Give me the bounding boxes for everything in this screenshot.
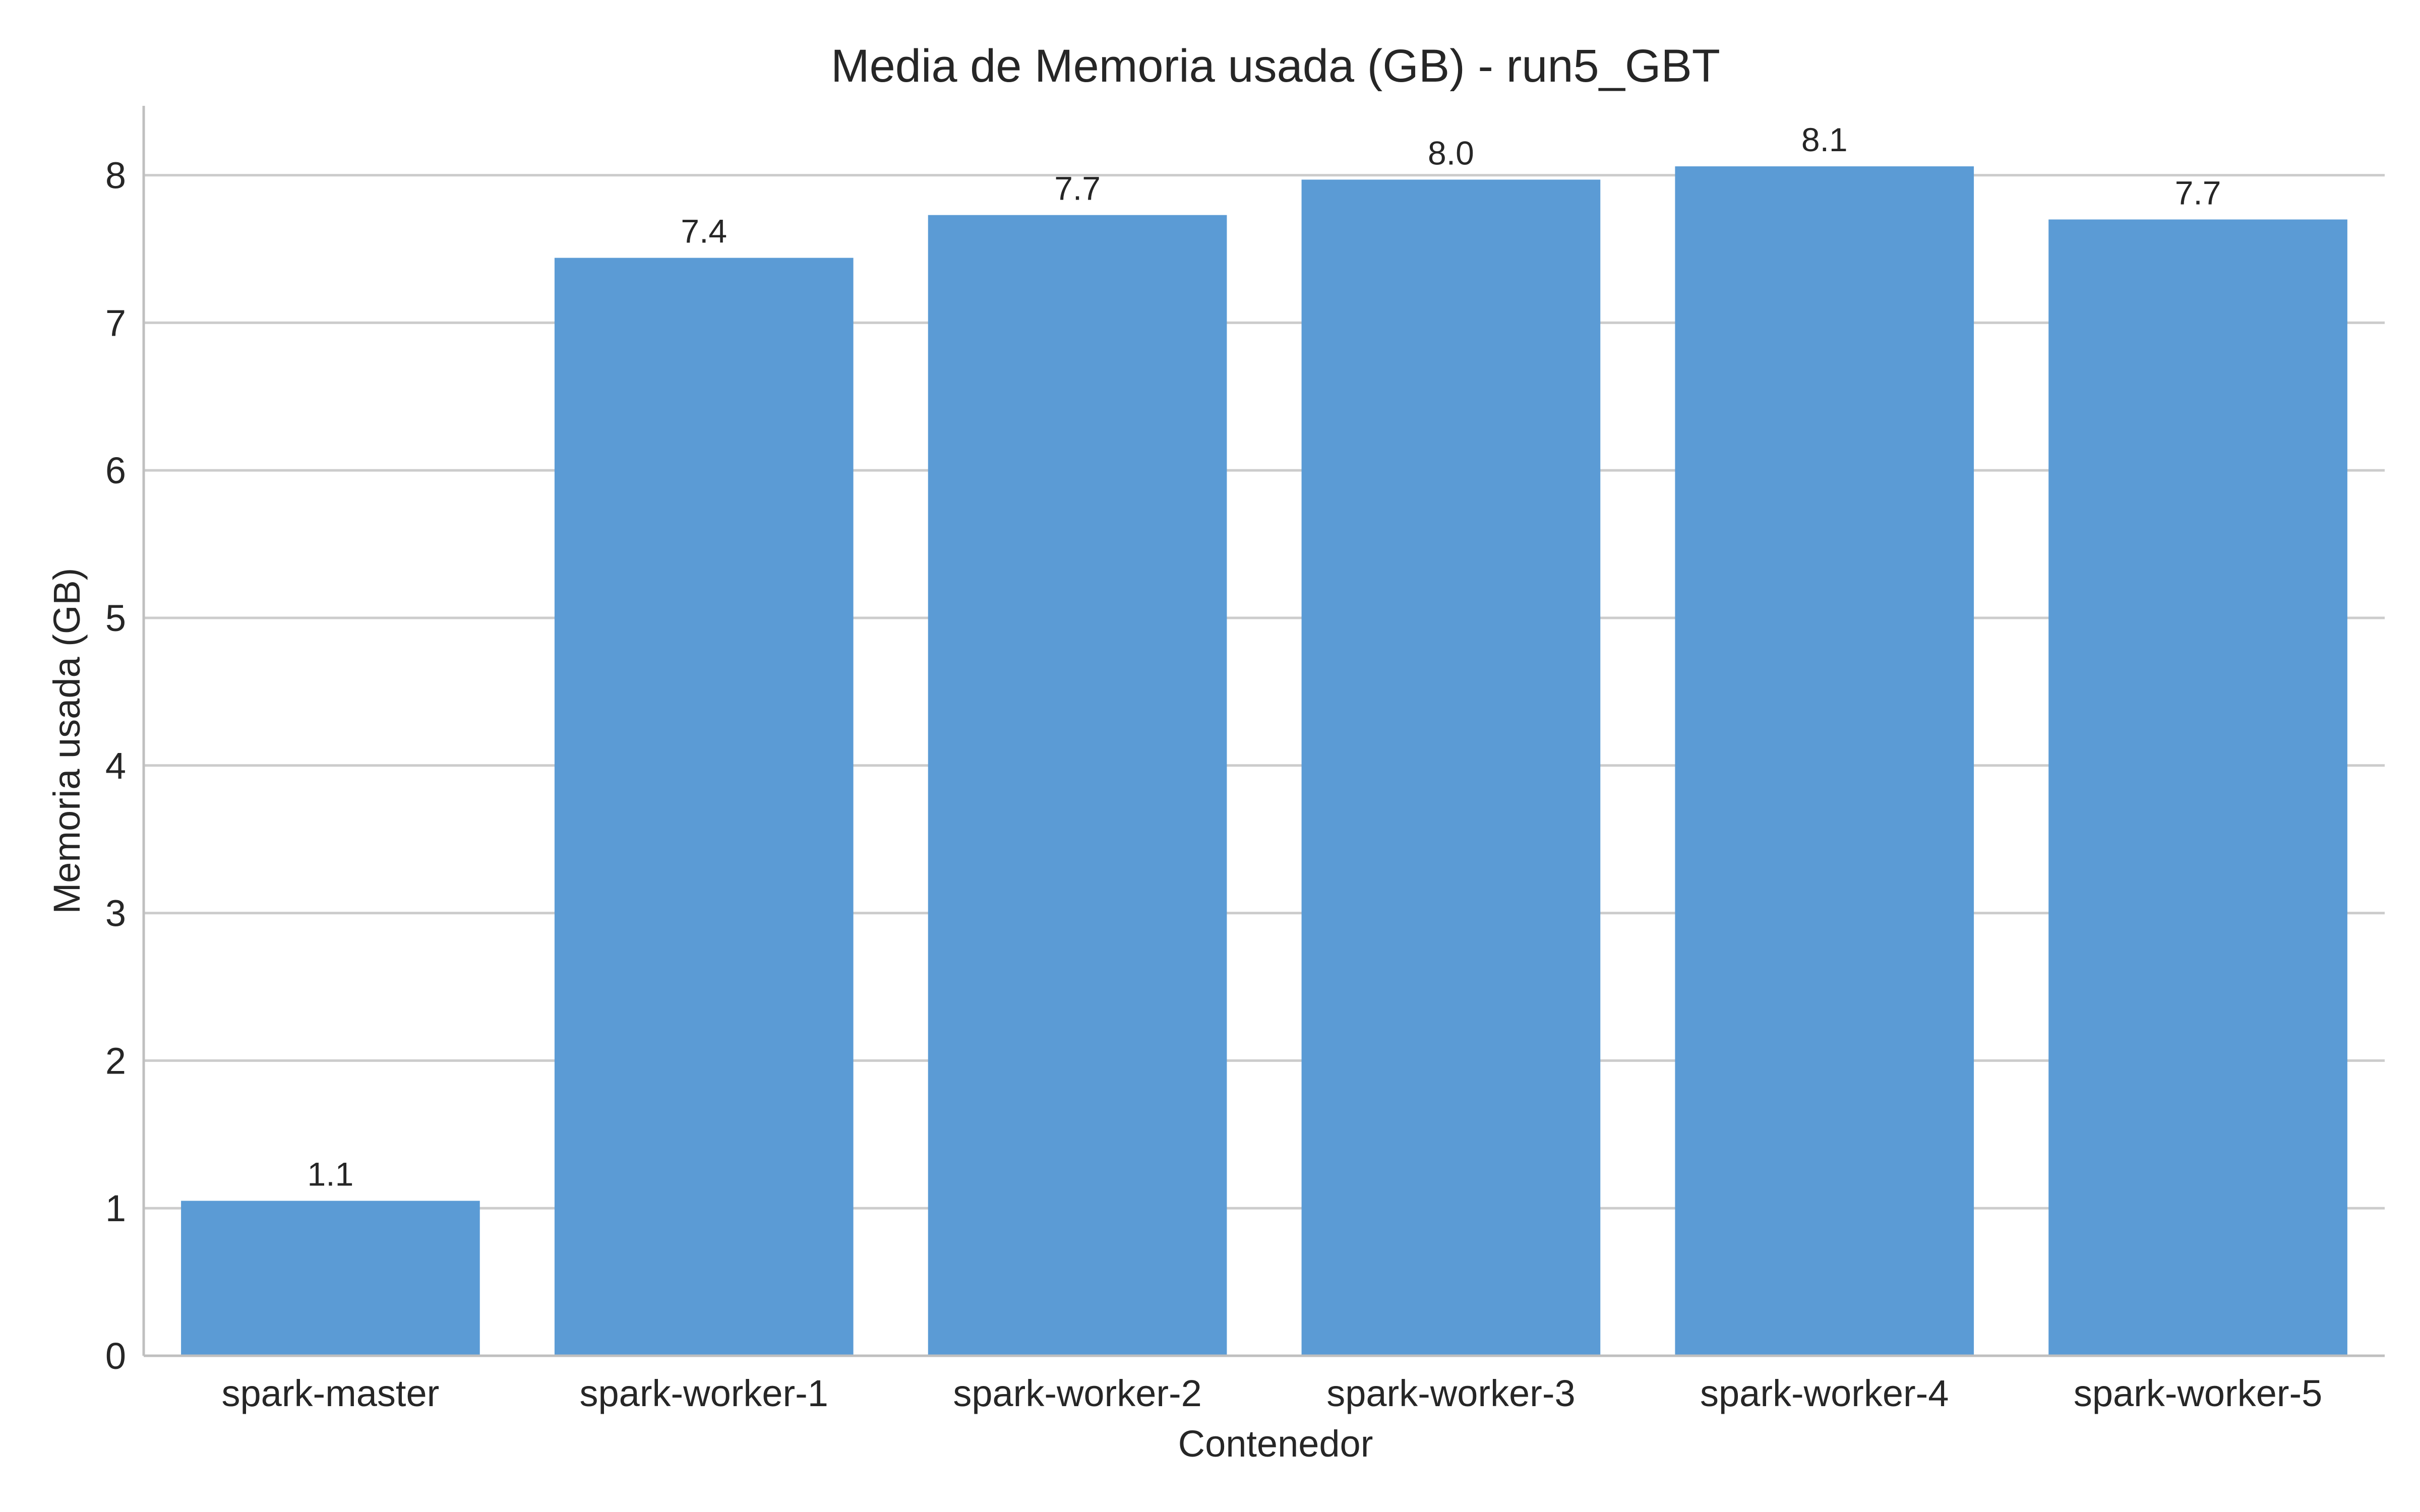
- bar-spark-worker-2: [928, 215, 1227, 1356]
- x-tick-label: spark-worker-1: [580, 1372, 828, 1414]
- x-axis-label: Contenedor: [1178, 1423, 1373, 1465]
- bar-spark-worker-5: [2048, 219, 2347, 1356]
- data-labels: 1.1 7.4 7.7 8.0 8.1 7.7: [308, 121, 2221, 1193]
- axes-spines: [142, 106, 2385, 1357]
- y-tick-label: 5: [105, 597, 126, 639]
- bar-spark-worker-4: [1675, 166, 1974, 1356]
- data-label: 8.1: [1801, 121, 1848, 158]
- data-label: 7.7: [1054, 170, 1101, 207]
- bars: [181, 166, 2347, 1356]
- y-tick-label: 1: [105, 1187, 126, 1229]
- data-label: 7.4: [681, 213, 727, 250]
- bar-spark-worker-1: [554, 258, 854, 1356]
- x-tick-labels: spark-master spark-worker-1 spark-worker-2…: [222, 1372, 2323, 1414]
- bar-spark-worker-3: [1301, 179, 1601, 1356]
- x-tick-label: spark-worker-2: [953, 1372, 1201, 1414]
- chart-title: Media de Memoria usada (GB) - run5_GBT: [831, 40, 1720, 92]
- x-tick-label: spark-worker-3: [1326, 1372, 1575, 1414]
- y-tick-labels: 0 1 2 3 4 5 6 7 8: [105, 155, 126, 1377]
- data-label: 7.7: [2175, 174, 2221, 211]
- data-label: 1.1: [308, 1156, 354, 1193]
- grid-lines: [144, 174, 2385, 1210]
- y-tick-label: 0: [105, 1335, 126, 1377]
- x-tick-label: spark-master: [222, 1372, 440, 1414]
- y-tick-label: 2: [105, 1040, 126, 1082]
- y-tick-label: 3: [105, 893, 126, 934]
- x-tick-label: spark-worker-5: [2074, 1372, 2322, 1414]
- data-label: 8.0: [1428, 134, 1474, 171]
- y-axis-label: Memoria usada (GB): [46, 568, 88, 914]
- y-tick-label: 6: [105, 450, 126, 491]
- y-tick-label: 4: [105, 745, 126, 787]
- y-tick-label: 7: [105, 302, 126, 344]
- bar-spark-master: [181, 1201, 480, 1356]
- y-tick-label: 8: [105, 155, 126, 197]
- x-tick-label: spark-worker-4: [1700, 1372, 1949, 1414]
